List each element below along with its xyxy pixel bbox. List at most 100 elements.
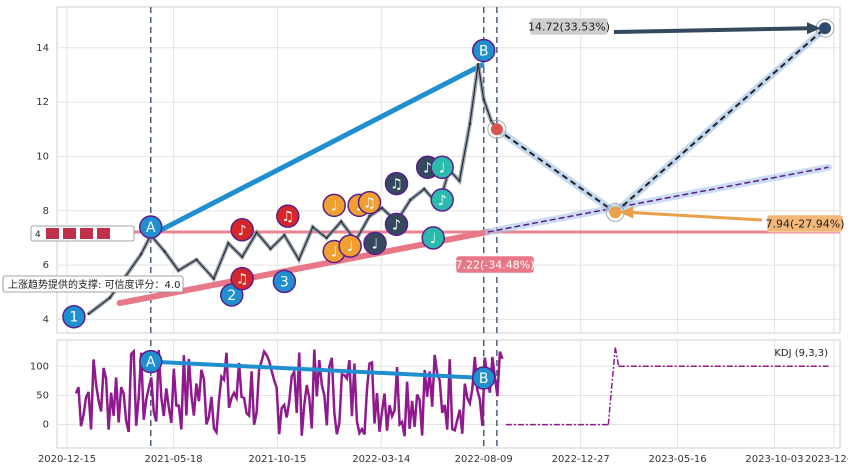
- price-series-line: [88, 63, 498, 315]
- price-marker-blue: [139, 215, 163, 239]
- label-top-right-box: [529, 17, 609, 36]
- price-point: [482, 98, 485, 101]
- forecast-point: [819, 22, 832, 35]
- price-marker-label: ♫: [236, 272, 249, 288]
- price-point: [325, 236, 328, 240]
- price-marker-teal: [421, 226, 445, 250]
- price-marker-label: ♩: [331, 245, 338, 261]
- forecast-line: [496, 128, 616, 214]
- arrow-mid: [629, 210, 763, 222]
- price-y-tick-label: 14: [36, 43, 49, 54]
- kdj-marker-label: A: [146, 355, 156, 371]
- price-point: [108, 296, 112, 299]
- price-panel: 46810121414.72(33.53%)7.94(-27.94%)7.22(…: [2, 6, 845, 334]
- price-marker-label: ♪: [438, 193, 447, 209]
- price-marker-red: [276, 204, 300, 228]
- x-axis: 2020-12-15 2021-05-18 2021-10-15 2022-03-14…: [38, 454, 848, 465]
- price-point: [283, 234, 286, 237]
- x-tick-label: 2022-03-14: [352, 454, 410, 465]
- price-point: [163, 250, 166, 253]
- arrow-top: [613, 26, 812, 34]
- price-point: [476, 62, 480, 66]
- price-marker-blue: [272, 269, 297, 294]
- price-y-tick-label: 4: [43, 314, 49, 325]
- kdj-y-tick-label: 50: [36, 390, 49, 401]
- forecast-line: [614, 27, 826, 214]
- label-right-box: [766, 214, 844, 233]
- price-marker-label: ♪: [423, 160, 432, 176]
- price-point: [240, 255, 244, 259]
- price-point: [368, 214, 371, 218]
- x-tick-label: 2022-08-09: [455, 454, 513, 465]
- arrow-top-head: [807, 22, 822, 35]
- price-point: [269, 247, 272, 250]
- price-y-tick-label: 8: [43, 206, 49, 217]
- label-top-right: 14.72(33.53%): [528, 21, 610, 34]
- price-point: [409, 198, 412, 202]
- support-projection-line: [487, 166, 829, 233]
- price-marker-dark: [384, 171, 409, 196]
- price-marker-label: ♩: [347, 239, 354, 255]
- price-marker-orange: [338, 234, 362, 258]
- support-text: 上涨趋势提供的支撑: 可信度评分：4.0: [8, 278, 180, 291]
- price-point: [458, 179, 461, 183]
- kdj-line: [74, 348, 504, 437]
- price-marker-teal: [430, 155, 454, 180]
- price-marker-blue: [62, 304, 86, 329]
- label-support-value-box: [455, 255, 535, 274]
- legend-icon: [97, 228, 110, 239]
- kdj-trend-line-a-b: [150, 359, 484, 380]
- price-marker-red: [230, 266, 254, 291]
- legend-stub-text: 4: [35, 230, 41, 240]
- kdj-spike: [607, 347, 616, 425]
- label-support-value: 7.22(-34.48%): [456, 259, 535, 272]
- price-marker-label: ♫: [363, 196, 376, 212]
- price-marker-label: ♪: [392, 217, 401, 233]
- support-text-box: [2, 275, 184, 293]
- price-point: [422, 187, 426, 191]
- price-marker-label: ♪: [238, 223, 247, 239]
- price-marker-label: ♩: [372, 236, 379, 252]
- price-marker-label: ♩: [331, 198, 338, 214]
- x-tick-label: 2020-12-15: [38, 454, 96, 465]
- x-tick-label: 2023-12-28: [805, 454, 848, 465]
- kdj-y-tick-label: 0: [43, 420, 49, 431]
- x-tick-label: 2023-10-03: [745, 454, 803, 465]
- price-point: [195, 258, 198, 261]
- price-point: [212, 277, 215, 280]
- kdj-marker-label: B: [479, 371, 489, 387]
- price-marker-red: [230, 218, 254, 242]
- price-marker-label: B: [479, 43, 489, 59]
- price-marker-label: ♩: [439, 160, 446, 176]
- price-marker-label: 3: [280, 274, 289, 290]
- price-marker-label: A: [146, 220, 156, 236]
- kdj-panel: 0 50 100 A B: [30, 339, 841, 449]
- forecast-point: [609, 206, 622, 219]
- price-marker-dark: [384, 212, 409, 237]
- x-tick-label: 2023-05-16: [648, 454, 706, 465]
- price-y-tick-label: 10: [36, 151, 49, 162]
- price-point: [380, 206, 384, 210]
- price-point: [227, 242, 230, 245]
- legend-icon: [63, 228, 76, 239]
- price-marker-label: ♫: [282, 209, 295, 225]
- price-y-tick-label: 12: [36, 97, 49, 108]
- price-marker-orange: [357, 190, 382, 215]
- price-point: [339, 220, 343, 223]
- label-right: 7.94(-27.94%): [766, 218, 845, 231]
- price-point: [139, 253, 143, 256]
- x-tick-label: 2021-05-18: [145, 454, 203, 465]
- price-point: [468, 122, 472, 126]
- kdj-marker: [471, 366, 496, 390]
- price-marker-orange: [322, 193, 346, 218]
- price-marker-blue: [471, 38, 496, 63]
- price-marker-teal: [430, 188, 454, 212]
- price-marker-label: 1: [69, 310, 78, 326]
- price-marker-dark: [363, 231, 387, 256]
- arrow-mid-head: [619, 206, 634, 219]
- trend-line-a-b: [149, 61, 485, 238]
- forecast-point-ring: [487, 119, 507, 139]
- price-point: [255, 231, 258, 234]
